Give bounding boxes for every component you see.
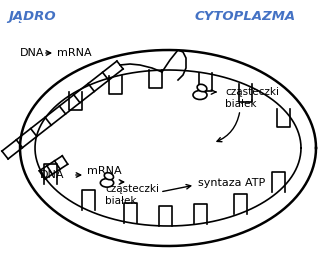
- Ellipse shape: [193, 91, 207, 100]
- Text: mRNA: mRNA: [57, 48, 92, 58]
- Text: cząsteczki
białek: cząsteczki białek: [105, 184, 159, 206]
- Ellipse shape: [197, 84, 207, 92]
- Text: mRNA: mRNA: [87, 166, 122, 176]
- Ellipse shape: [104, 173, 114, 180]
- Text: DNA: DNA: [40, 170, 65, 180]
- Text: cząsteczki
białek: cząsteczki białek: [225, 87, 279, 109]
- Ellipse shape: [100, 178, 114, 187]
- Text: DNA: DNA: [20, 48, 44, 58]
- Text: syntaza ATP: syntaza ATP: [198, 178, 265, 188]
- Text: JĄDRO: JĄDRO: [8, 10, 56, 23]
- Text: CYTOPLAZMA: CYTOPLAZMA: [195, 10, 296, 23]
